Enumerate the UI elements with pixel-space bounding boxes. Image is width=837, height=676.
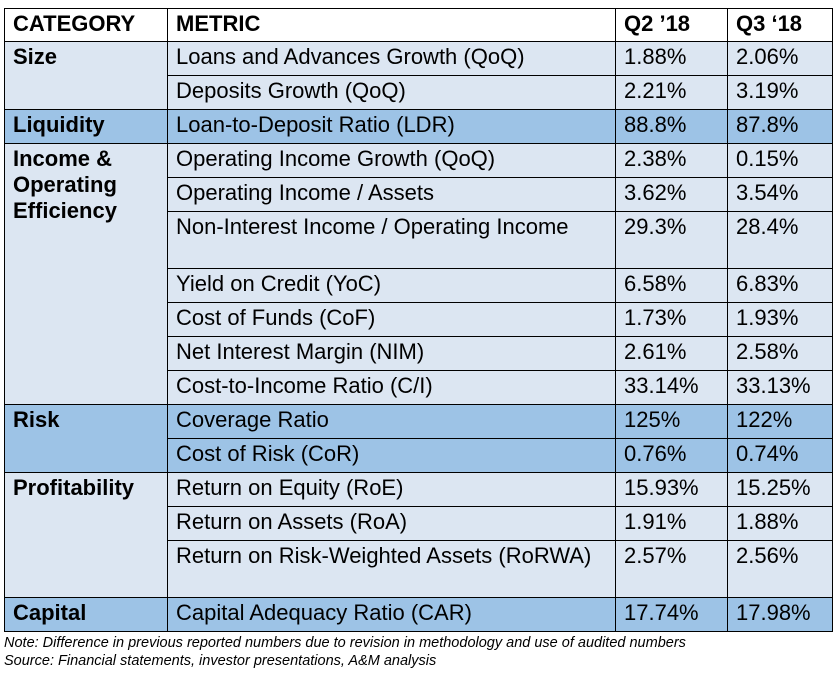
footnotes: Note: Difference in previous reported nu… — [4, 634, 686, 670]
q2-value: 29.3% — [615, 211, 728, 269]
metric-cell: Net Interest Margin (NIM) — [167, 336, 616, 371]
metric-cell: Cost of Risk (CoR) — [167, 438, 616, 473]
q3-value: 2.58% — [727, 336, 833, 371]
table-row: Risk Coverage Ratio 125% 122% — [4, 404, 833, 473]
metric-cell: Loans and Advances Growth (QoQ) — [167, 41, 616, 76]
table-row: Operating Income / Assets 3.62% 3.54% — [5, 177, 833, 212]
table-row: Return on Risk-Weighted Assets (RoRWA) 2… — [5, 540, 833, 598]
q2-value: 88.8% — [615, 109, 728, 144]
table-row: Capital Capital Adequacy Ratio (CAR) 17.… — [4, 597, 833, 632]
metric-cell: Yield on Credit (YoC) — [167, 268, 616, 303]
metric-cell: Cost of Funds (CoF) — [167, 302, 616, 337]
q2-value: 2.21% — [615, 75, 728, 110]
q2-value: 17.74% — [615, 597, 728, 632]
metric-cell: Coverage Ratio — [167, 404, 616, 439]
table-row: Profitability Return on Equity (RoE) 15.… — [4, 472, 833, 598]
header-q2: Q2 ’18 — [615, 8, 728, 42]
q3-value: 0.74% — [727, 438, 833, 473]
metric-cell: Operating Income / Assets — [167, 177, 616, 212]
q2-value: 2.57% — [615, 540, 728, 598]
q3-value: 17.98% — [727, 597, 833, 632]
header-metric: METRIC — [167, 8, 616, 42]
q2-value: 3.62% — [615, 177, 728, 212]
q2-value: 0.76% — [615, 438, 728, 473]
category-cell: Income & Operating Efficiency — [4, 143, 168, 405]
q3-value: 3.54% — [727, 177, 833, 212]
q2-value: 125% — [615, 404, 728, 439]
q2-value: 33.14% — [615, 370, 728, 405]
metric-cell: Return on Risk-Weighted Assets (RoRWA) — [167, 540, 616, 598]
q3-value: 2.56% — [727, 540, 833, 598]
metric-cell: Return on Assets (RoA) — [167, 506, 616, 541]
q2-value: 6.58% — [615, 268, 728, 303]
table-row: Net Interest Margin (NIM) 2.61% 2.58% — [5, 336, 833, 371]
q3-value: 6.83% — [727, 268, 833, 303]
q3-value: 28.4% — [727, 211, 833, 269]
q3-value: 15.25% — [727, 472, 833, 507]
table-row: Liquidity Loan-to-Deposit Ratio (LDR) 88… — [4, 109, 833, 144]
metric-cell: Deposits Growth (QoQ) — [167, 75, 616, 110]
table-row: Size Loans and Advances Growth (QoQ) 1.8… — [4, 41, 833, 110]
q3-value: 2.06% — [727, 41, 833, 76]
table-row: Return on Assets (RoA) 1.91% 1.88% — [5, 506, 833, 541]
category-cell: Capital — [4, 597, 168, 632]
category-cell: Size — [4, 41, 168, 110]
q2-value: 2.61% — [615, 336, 728, 371]
metric-cell: Return on Equity (RoE) — [167, 472, 616, 507]
table-row: Non-Interest Income / Operating Income 2… — [5, 211, 833, 269]
q3-value: 3.19% — [727, 75, 833, 110]
q3-value: 1.88% — [727, 506, 833, 541]
header-q3: Q3 ‘18 — [727, 8, 833, 42]
metric-cell: Capital Adequacy Ratio (CAR) — [167, 597, 616, 632]
metric-cell: Cost-to-Income Ratio (C/I) — [167, 370, 616, 405]
q3-value: 87.8% — [727, 109, 833, 144]
metric-cell: Operating Income Growth (QoQ) — [167, 143, 616, 178]
table-row: Deposits Growth (QoQ) 2.21% 3.19% — [5, 75, 833, 110]
header-row: CATEGORY METRIC Q2 ’18 Q3 ‘18 — [4, 8, 833, 42]
source-note: Source: Financial statements, investor p… — [4, 653, 437, 669]
q2-value: 15.93% — [615, 472, 728, 507]
q3-value: 1.93% — [727, 302, 833, 337]
category-cell: Profitability — [4, 472, 168, 598]
table-row: Yield on Credit (YoC) 6.58% 6.83% — [5, 268, 833, 303]
q2-value: 2.38% — [615, 143, 728, 178]
table-row: Income & Operating Efficiency Operating … — [4, 143, 833, 405]
header-category: CATEGORY — [4, 8, 168, 42]
q2-value: 1.73% — [615, 302, 728, 337]
q3-value: 122% — [727, 404, 833, 439]
table-row: Cost of Risk (CoR) 0.76% 0.74% — [5, 438, 833, 473]
methodology-note: Note: Difference in previous reported nu… — [4, 635, 686, 651]
q2-value: 1.88% — [615, 41, 728, 76]
table-row: Cost-to-Income Ratio (C/I) 33.14% 33.13% — [5, 370, 833, 405]
q3-value: 0.15% — [727, 143, 833, 178]
metric-cell: Non-Interest Income / Operating Income — [167, 211, 616, 269]
category-cell: Risk — [4, 404, 168, 473]
q2-value: 1.91% — [615, 506, 728, 541]
q3-value: 33.13% — [727, 370, 833, 405]
metric-cell: Loan-to-Deposit Ratio (LDR) — [167, 109, 616, 144]
metrics-table: CATEGORY METRIC Q2 ’18 Q3 ‘18 Size Loans… — [4, 8, 833, 632]
category-cell: Liquidity — [4, 109, 168, 144]
